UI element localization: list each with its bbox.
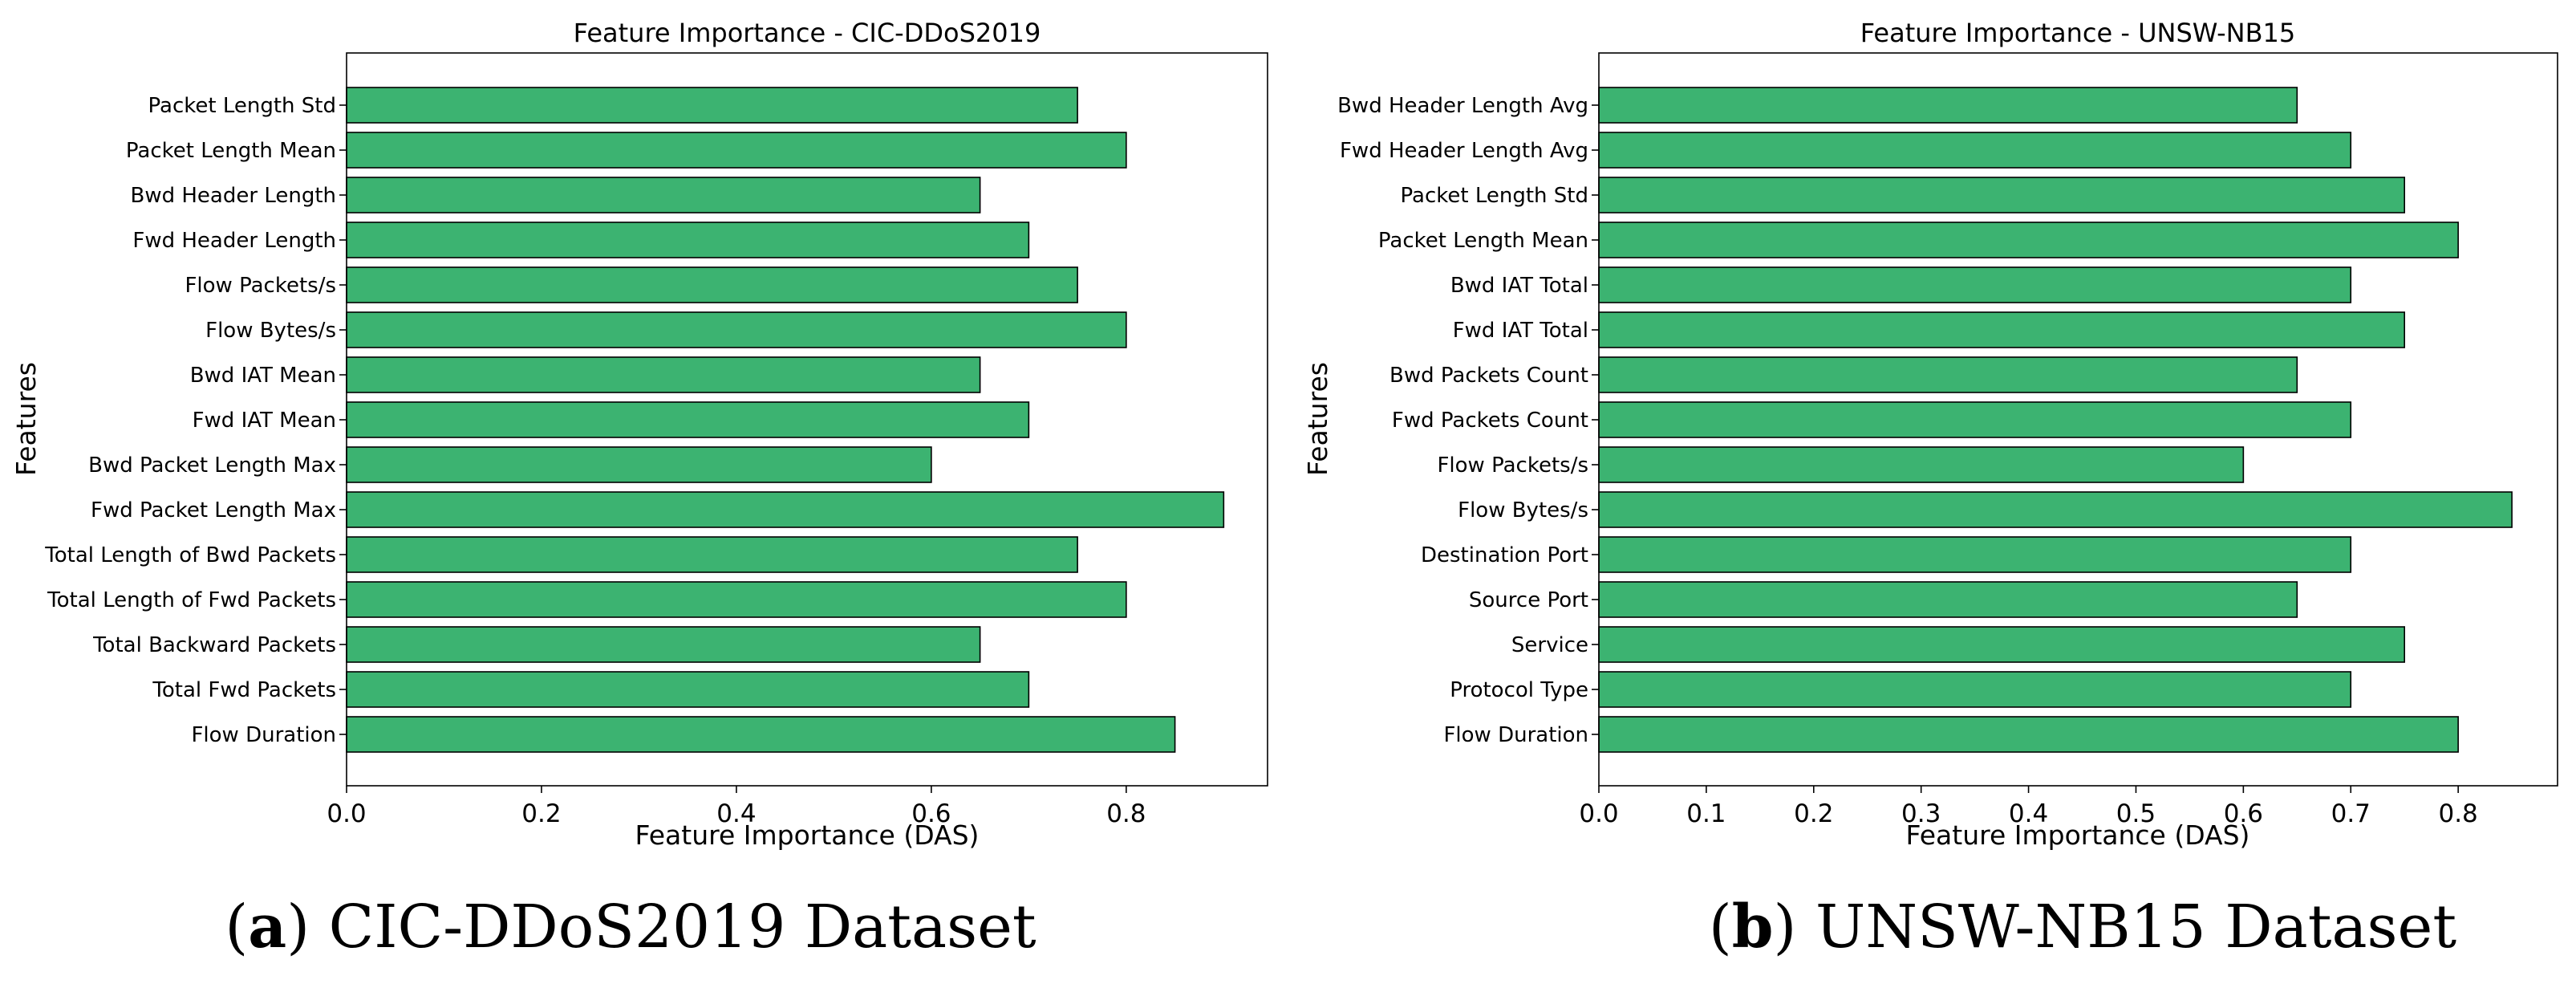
caption-letter: a <box>248 893 286 962</box>
x-tick-label: 0.6 <box>911 799 951 828</box>
y-tick-label: Flow Bytes/s <box>205 319 336 343</box>
y-tick-label: Flow Duration <box>1443 723 1588 747</box>
y-tick-label: Bwd Packets Count <box>1389 364 1588 388</box>
plot-frame <box>346 52 1268 787</box>
y-tick-label: Packet Length Mean <box>126 139 336 163</box>
y-tick-label: Bwd IAT Mean <box>190 364 336 388</box>
y-axis-label: Features <box>1302 362 1333 476</box>
bar <box>1598 536 2352 573</box>
bar <box>346 626 981 663</box>
y-tick-label: Bwd Header Length Avg <box>1337 94 1588 118</box>
x-ticks: 0.0 0.2 0.4 0.6 0.8 <box>327 786 1146 828</box>
x-tick-label: 0.8 <box>2438 799 2477 828</box>
x-tick-label: 0.6 <box>2224 799 2263 828</box>
y-tick-label: Service <box>1511 633 1588 657</box>
bar <box>346 581 1127 618</box>
plot-frame <box>1598 52 2558 787</box>
bar <box>1598 132 2352 169</box>
caption-a: (a) CIC-DDoS2019 Dataset <box>225 893 1036 962</box>
x-ticks: 0.0 0.1 0.2 0.3 0.4 0.5 0.6 0.7 0.8 <box>1579 786 2478 828</box>
y-tick-label: Packet Length Mean <box>1378 229 1588 253</box>
x-tick-label: 0.2 <box>1794 799 1833 828</box>
bar <box>346 356 981 393</box>
y-tick-label: Flow Packets/s <box>1437 453 1588 478</box>
x-tick-label: 0.4 <box>716 799 756 828</box>
x-tick-label: 0.5 <box>2116 799 2156 828</box>
y-tick-label: Fwd Header Length <box>132 229 336 253</box>
bar <box>1598 446 2245 483</box>
x-tick-label: 0.0 <box>1579 799 1618 828</box>
bar <box>346 87 1078 124</box>
chart-title: Feature Importance - UNSW-NB15 <box>1860 18 2296 48</box>
bar <box>346 536 1078 573</box>
bar <box>346 401 1030 438</box>
bar <box>1598 671 2352 708</box>
bar <box>1598 626 2406 663</box>
y-tick-label: Fwd Header Length Avg <box>1340 139 1588 163</box>
panel-b: Feature Importance - UNSW-NB15 Flow Dura… <box>1302 18 2558 962</box>
y-tick-label: Bwd Packet Length Max <box>88 453 336 478</box>
bar <box>1598 401 2352 438</box>
bar <box>346 311 1127 348</box>
caption-text: UNSW-NB15 Dataset <box>1815 893 2456 962</box>
y-tick-label: Flow Bytes/s <box>1458 498 1588 522</box>
y-tick-label: Fwd Packets Count <box>1392 409 1588 433</box>
caption-b: (b) UNSW-NB15 Dataset <box>1709 893 2456 962</box>
y-tick-label: Total Length of Fwd Packets <box>47 588 336 612</box>
caption-letter: b <box>1732 893 1774 962</box>
x-tick-label: 0.8 <box>1106 799 1146 828</box>
x-tick-label: 0.7 <box>2331 799 2371 828</box>
y-tick-label: Bwd Header Length <box>131 184 336 208</box>
y-tick-label: Bwd IAT Total <box>1450 274 1588 298</box>
bar <box>1598 356 2298 393</box>
bar <box>1598 311 2406 348</box>
bar <box>346 671 1030 708</box>
caption-text: CIC-DDoS2019 Dataset <box>329 893 1036 962</box>
bar <box>346 132 1127 169</box>
y-tick-label: Packet Length Std <box>1401 184 1588 208</box>
x-axis-label: Feature Importance (DAS) <box>635 819 980 851</box>
y-tick-labels: Flow Duration Total Fwd Packets Total Back… <box>44 94 347 747</box>
bar <box>346 266 1078 303</box>
bar <box>1598 177 2406 213</box>
y-tick-label: Total Backward Packets <box>92 633 336 657</box>
bar <box>346 177 981 213</box>
y-tick-label: Packet Length Std <box>148 94 336 118</box>
x-tick-label: 0.4 <box>2009 799 2048 828</box>
y-tick-label: Destination Port <box>1421 543 1588 567</box>
x-tick-label: 0.0 <box>327 799 366 828</box>
x-axis-label: Feature Importance (DAS) <box>1906 819 2250 851</box>
x-tick-label: 0.2 <box>521 799 561 828</box>
y-tick-label: Protocol Type <box>1450 678 1588 702</box>
bar <box>346 716 1176 753</box>
x-tick-label: 0.1 <box>1686 799 1726 828</box>
bar <box>346 491 1225 528</box>
bar-group <box>346 87 1225 753</box>
x-tick-label: 0.3 <box>1901 799 1941 828</box>
bar <box>1598 266 2352 303</box>
bar <box>1598 491 2513 528</box>
y-tick-label: Total Fwd Packets <box>152 678 336 702</box>
bar <box>1598 581 2298 618</box>
bar <box>1598 222 2459 258</box>
y-tick-label: Flow Packets/s <box>185 274 336 298</box>
chart-title: Feature Importance - CIC-DDoS2019 <box>574 18 1041 48</box>
y-tick-label: Total Length of Bwd Packets <box>44 543 336 567</box>
y-tick-label: Fwd IAT Mean <box>193 409 336 433</box>
bar <box>1598 716 2459 753</box>
y-tick-label: Fwd IAT Total <box>1453 319 1588 343</box>
y-tick-label: Source Port <box>1469 588 1588 612</box>
y-tick-labels: Flow Duration Protocol Type Service Source … <box>1337 94 1599 747</box>
y-tick-label: Fwd Packet Length Max <box>91 498 336 522</box>
bar <box>1598 87 2298 124</box>
y-tick-label: Flow Duration <box>191 723 336 747</box>
bar <box>346 446 932 483</box>
panel-a: Feature Importance - CIC-DDoS2019 Flow D… <box>10 18 1268 962</box>
y-axis-label: Features <box>10 362 42 476</box>
bar <box>346 222 1030 258</box>
